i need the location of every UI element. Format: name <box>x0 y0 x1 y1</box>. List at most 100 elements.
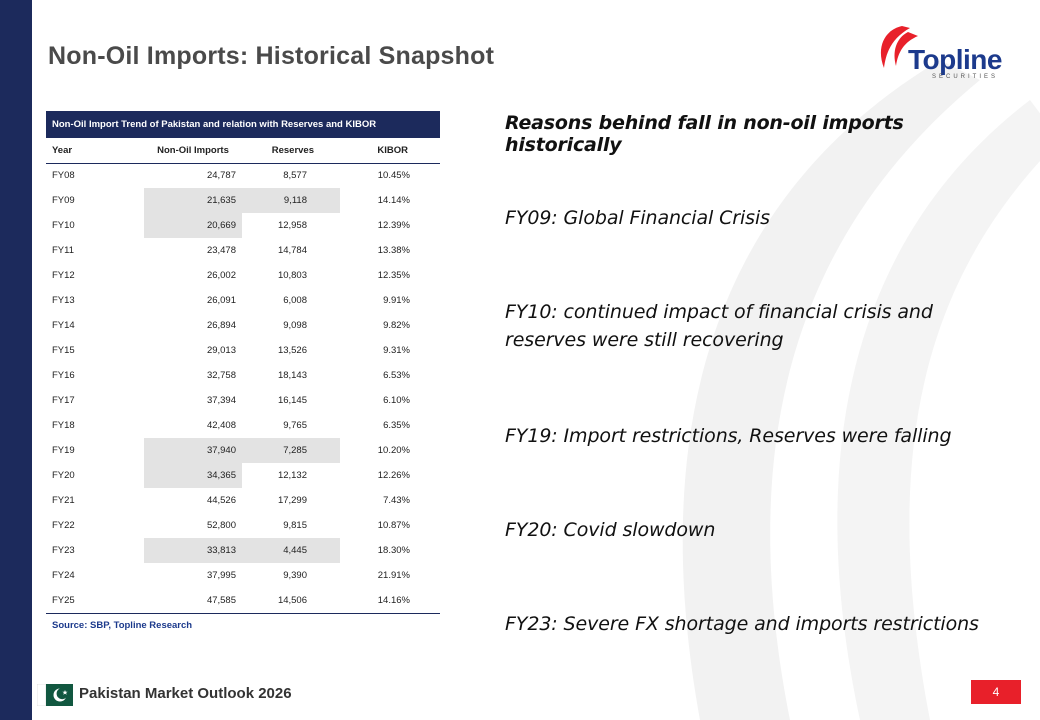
cell-kibor: 6.53% <box>383 370 410 381</box>
table-row: FY25 47,585 14,506 14.16% <box>46 588 440 614</box>
cell-year: FY12 <box>52 270 75 281</box>
cell-kibor: 7.43% <box>383 495 410 506</box>
cell-reserves: 13,526 <box>277 345 307 356</box>
cell-non-oil-imports: 33,813 <box>144 538 242 563</box>
table-row: FY21 44,526 17,299 7.43% <box>46 488 440 513</box>
cell-non-oil-imports: 29,013 <box>206 345 236 356</box>
cell-year: FY15 <box>52 345 75 356</box>
header-kibor: KIBOR <box>340 138 440 164</box>
cell-kibor: 6.35% <box>383 420 410 431</box>
cell-reserves: 14,506 <box>242 588 340 614</box>
reason-item: FY09: Global Financial Crisis <box>505 207 770 229</box>
cell-non-oil-imports: 26,894 <box>206 320 236 331</box>
cell-reserves: 14,784 <box>277 245 307 256</box>
imports-table-panel: Non-Oil Import Trend of Pakistan and rel… <box>46 111 440 631</box>
cell-year: FY10 <box>52 220 75 231</box>
cell-reserves: 9,815 <box>283 520 307 531</box>
slide-title: Non-Oil Imports: Historical Snapshot <box>48 42 495 70</box>
cell-non-oil-imports: 24,787 <box>206 170 236 182</box>
cell-kibor: 12.35% <box>377 270 410 281</box>
cell-non-oil-imports: 42,408 <box>206 420 236 431</box>
logo-wordmark: Topline <box>908 44 1002 75</box>
table-row: FY20 34,365 12,132 12.26% <box>46 463 440 488</box>
cell-reserves: 18,143 <box>277 370 307 381</box>
cell-kibor: 12.39% <box>377 220 410 231</box>
cell-reserves: 4,445 <box>242 538 340 563</box>
cell-kibor: 9.31% <box>383 345 410 356</box>
table-header-row: Year Non-Oil Imports Reserves KIBOR <box>46 138 440 164</box>
header-non-oil-imports: Non-Oil Imports <box>144 138 242 164</box>
cell-kibor: 21.91% <box>377 570 410 581</box>
company-logo: Topline SECURITIES <box>872 22 1022 84</box>
cell-year: FY19 <box>52 445 75 456</box>
reason-item: FY23: Severe FX shortage and imports res… <box>505 613 979 635</box>
pakistan-flag-icon <box>37 684 73 706</box>
table-row: FY18 42,408 9,765 6.35% <box>46 413 440 438</box>
cell-kibor: 10.87% <box>377 520 410 531</box>
table-row: FY22 52,800 9,815 10.87% <box>46 513 440 538</box>
cell-year: FY20 <box>52 470 75 481</box>
cell-reserves: 12,132 <box>277 470 307 481</box>
table-row: FY10 20,669 12,958 12.39% <box>46 213 440 238</box>
cell-year: FY17 <box>52 395 75 406</box>
cell-non-oil-imports: 20,669 <box>144 213 242 238</box>
reason-item: FY20: Covid slowdown <box>505 519 716 541</box>
cell-kibor: 10.45% <box>377 170 410 182</box>
cell-non-oil-imports: 47,585 <box>144 588 242 614</box>
table-row: FY14 26,894 9,098 9.82% <box>46 313 440 338</box>
reason-item: FY10: continued impact of financial cris… <box>505 301 933 351</box>
table-row: FY09 21,635 9,118 14.14% <box>46 188 440 213</box>
cell-year: FY11 <box>52 245 75 256</box>
table-row: FY17 37,394 16,145 6.10% <box>46 388 440 413</box>
table-row: FY15 29,013 13,526 9.31% <box>46 338 440 363</box>
cell-reserves: 10,803 <box>277 270 307 281</box>
cell-reserves: 17,299 <box>277 495 307 506</box>
header-year: Year <box>46 138 144 164</box>
table-row: FY08 24,787 8,577 10.45% <box>46 163 440 188</box>
cell-year: FY13 <box>52 295 75 306</box>
cell-non-oil-imports: 23,478 <box>206 245 236 256</box>
table-row: FY12 26,002 10,803 12.35% <box>46 263 440 288</box>
cell-year: FY18 <box>52 420 75 431</box>
logo-swoosh-icon <box>880 26 918 68</box>
cell-year: FY21 <box>52 495 75 506</box>
table-row: FY13 26,091 6,008 9.91% <box>46 288 440 313</box>
cell-year: FY08 <box>52 170 75 182</box>
cell-non-oil-imports: 44,526 <box>206 495 236 506</box>
cell-reserves: 6,008 <box>283 295 307 306</box>
cell-reserves: 12,958 <box>277 220 307 231</box>
cell-year: FY22 <box>52 520 75 531</box>
cell-year: FY14 <box>52 320 75 331</box>
cell-kibor: 9.91% <box>383 295 410 306</box>
cell-non-oil-imports: 34,365 <box>144 463 242 488</box>
cell-kibor: 13.38% <box>377 245 410 256</box>
cell-year: FY09 <box>52 195 75 206</box>
cell-non-oil-imports: 37,940 <box>144 438 242 463</box>
cell-non-oil-imports: 21,635 <box>144 188 242 213</box>
cell-kibor: 6.10% <box>383 395 410 406</box>
logo-subtext: SECURITIES <box>932 74 999 80</box>
cell-kibor: 14.16% <box>340 588 440 614</box>
cell-non-oil-imports: 32,758 <box>206 370 236 381</box>
page-number: 4 <box>971 680 1021 704</box>
cell-reserves: 9,118 <box>242 188 340 213</box>
cell-reserves: 16,145 <box>277 395 307 406</box>
table-row: FY19 37,940 7,285 10.20% <box>46 438 440 463</box>
cell-non-oil-imports: 37,394 <box>206 395 236 406</box>
cell-non-oil-imports: 37,995 <box>206 570 236 581</box>
reasons-panel: Reasons behind fall in non-oil imports h… <box>505 112 1015 635</box>
reason-item: FY19: Import restrictions, Reserves were… <box>505 425 952 447</box>
cell-kibor: 12.26% <box>377 470 410 481</box>
table-row: FY11 23,478 14,784 13.38% <box>46 238 440 263</box>
cell-non-oil-imports: 26,002 <box>206 270 236 281</box>
cell-year: FY16 <box>52 370 75 381</box>
table-row: FY23 33,813 4,445 18.30% <box>46 538 440 563</box>
cell-reserves: 9,098 <box>283 320 307 331</box>
cell-kibor: 18.30% <box>377 545 410 556</box>
cell-year: FY24 <box>52 570 75 581</box>
cell-kibor: 10.20% <box>377 445 410 456</box>
cell-kibor: 14.14% <box>377 195 410 206</box>
header-reserves: Reserves <box>242 138 340 164</box>
table-source: Source: SBP, Topline Research <box>52 619 193 631</box>
table-row: FY24 37,995 9,390 21.91% <box>46 563 440 588</box>
